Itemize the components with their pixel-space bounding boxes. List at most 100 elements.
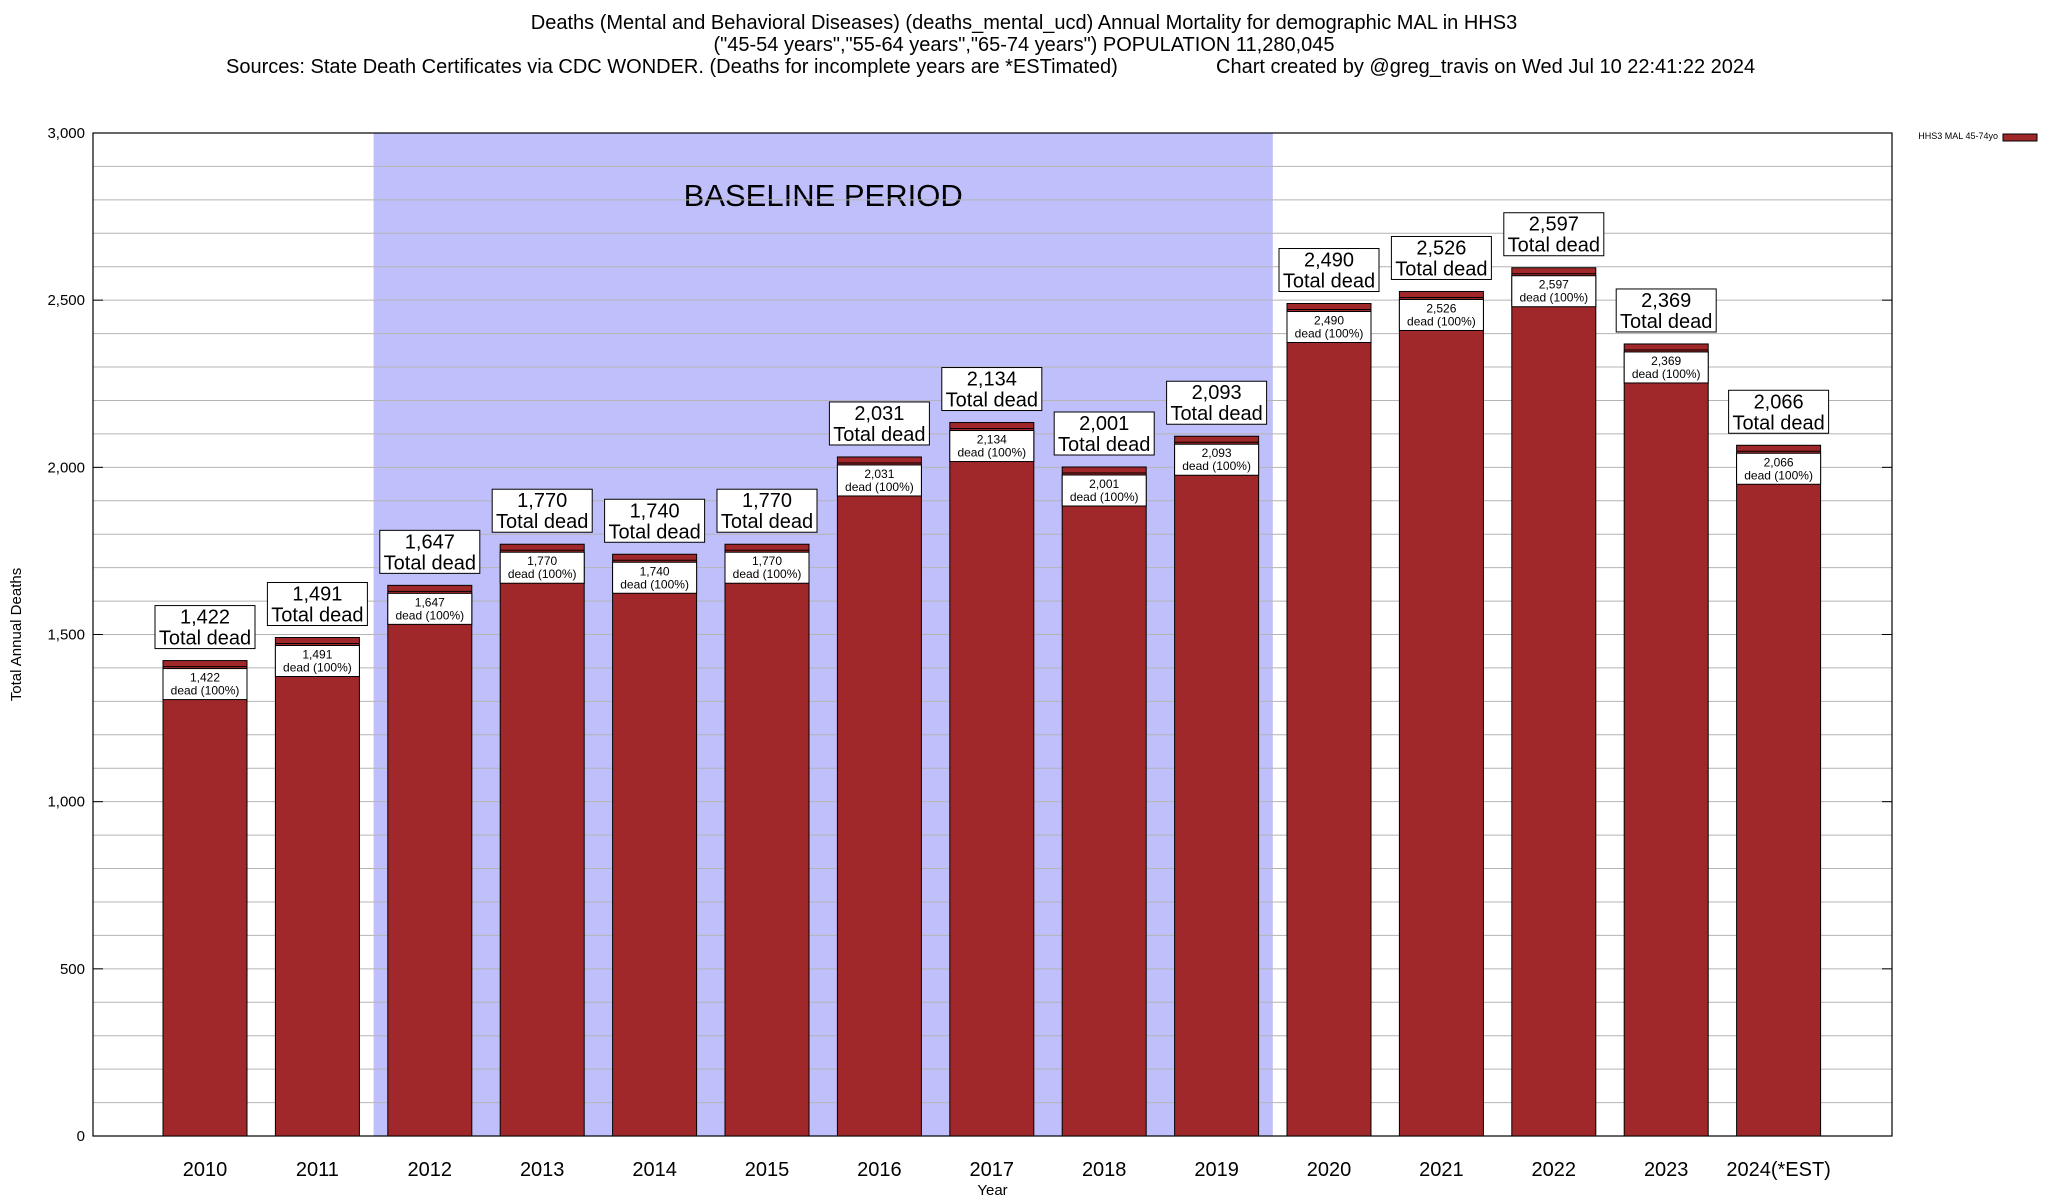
bar-total-caption-label: Total dead — [1058, 434, 1150, 456]
bar-inner-value-label: 1,422 — [190, 671, 220, 685]
bar-inner-percent-label: dead (100%) — [508, 567, 577, 581]
bar-total-label-box — [1053, 411, 1155, 456]
bar-inner-value-label: 1,740 — [640, 564, 670, 578]
bar — [499, 543, 585, 1137]
bar-inner-value-label: 2,526 — [1426, 301, 1456, 315]
bar — [162, 660, 248, 1137]
bar-inner-label-box — [387, 592, 473, 625]
bar-total-label-box — [1615, 288, 1717, 333]
bar-total-label-box — [828, 401, 930, 446]
bar-total-value-label: 1,422 — [180, 607, 230, 629]
bar-total-value-label: 2,134 — [967, 369, 1017, 391]
bar — [1174, 435, 1260, 1137]
bar-total-value-label: 2,490 — [1304, 250, 1354, 272]
bar-total-value-label: 1,491 — [292, 584, 342, 606]
y-tick-label: 1,000 — [47, 794, 85, 811]
legend-label: HHS3 MAL 45-74yo — [1918, 131, 1998, 141]
bar — [724, 543, 810, 1137]
bar — [387, 584, 473, 1137]
bar — [1511, 267, 1597, 1137]
bar-total-value-label: 2,526 — [1416, 237, 1466, 259]
bar-inner-label-box — [274, 645, 360, 678]
bar-inner-label-box — [949, 430, 1035, 463]
bar-total-caption-label: Total dead — [159, 628, 251, 650]
bar-inner-label-box — [1061, 474, 1147, 507]
bar-inner-percent-label: dead (100%) — [395, 608, 464, 622]
x-tick-label: 2019 — [1194, 1159, 1239, 1181]
bar-inner-label-box — [612, 561, 698, 594]
bar-total-value-label: 2,093 — [1192, 382, 1242, 404]
x-axis-ticks: 2010 2011 2012 2013 2014 2015 2016 2017 2018 2019… — [183, 1159, 1831, 1181]
x-tick-label: 2016 — [857, 1159, 902, 1181]
bar-total-caption-label: Total dead — [1620, 311, 1712, 333]
bar-total-label-box — [379, 529, 481, 574]
bar-inner-label-box — [1736, 452, 1822, 485]
bar-total-caption-label: Total dead — [1395, 258, 1487, 280]
bar-total-label-box — [1390, 235, 1492, 280]
bar-inner-value-label: 1,647 — [415, 595, 445, 609]
bar-inner-label-box — [499, 551, 585, 584]
x-tick-label: 2024(*EST) — [1726, 1159, 1831, 1181]
bar-inner-percent-label: dead (100%) — [957, 446, 1026, 460]
x-tick-label: 2023 — [1644, 1159, 1689, 1181]
bars-layer — [162, 267, 1822, 1137]
bar-inner-percent-label: dead (100%) — [845, 480, 914, 494]
x-tick-label: 2014 — [632, 1159, 677, 1181]
bar-total-caption-label: Total dead — [721, 511, 813, 533]
bar-total-label-box — [154, 605, 256, 650]
bar-total-caption-label: Total dead — [1283, 271, 1375, 293]
chart-title: Deaths (Mental and Behavioral Diseases) … — [530, 12, 1518, 34]
bar — [949, 422, 1035, 1137]
bar — [1398, 290, 1484, 1137]
bar-inner-value-label: 2,031 — [864, 467, 894, 481]
bar-total-caption-label: Total dead — [1170, 403, 1262, 425]
bar-inner-label-box — [1623, 351, 1709, 384]
x-tick-label: 2022 — [1532, 1159, 1577, 1181]
x-axis-label: Year — [977, 1182, 1007, 1199]
bar-inner-label-box — [724, 551, 810, 584]
bar-total-value-label: 2,001 — [1079, 413, 1129, 435]
y-tick-label: 2,500 — [47, 292, 85, 309]
x-tick-label: 2010 — [183, 1159, 228, 1181]
bar — [1286, 303, 1372, 1137]
bar-total-value-label: 2,369 — [1641, 290, 1691, 312]
bar-total-label-box — [941, 367, 1043, 412]
bar-inner-label-box — [836, 464, 922, 497]
bar-inner-percent-label: dead (100%) — [1295, 327, 1364, 341]
bar-total-label-box — [1278, 248, 1380, 293]
bar-inner-value-label: 1,770 — [752, 554, 782, 568]
bar-inner-value-label: 2,490 — [1314, 314, 1344, 328]
bar-inner-percent-label: dead (100%) — [1744, 468, 1813, 482]
bar — [612, 553, 698, 1137]
x-tick-label: 2011 — [296, 1159, 339, 1181]
bar-inner-label-box — [1286, 311, 1372, 344]
y-tick-label: 0 — [77, 1128, 85, 1145]
bar-inner-value-label: 1,770 — [527, 554, 557, 568]
bar-inner-value-label: 2,369 — [1651, 354, 1681, 368]
bar-total-caption-label: Total dead — [1508, 235, 1600, 257]
y-tick-label: 2,000 — [47, 459, 85, 476]
bar-total-value-label: 1,740 — [630, 500, 680, 522]
bar-total-label-box — [1503, 212, 1605, 257]
bar-total-caption-label: Total dead — [833, 424, 925, 446]
chart-credit: Chart created by @greg_travis on Wed Jul… — [1216, 56, 1756, 78]
bar-inner-percent-label: dead (100%) — [1070, 490, 1139, 504]
chart-sources: Sources: State Death Certificates via CD… — [226, 56, 1118, 78]
y-axis-label: Total Annual Deaths — [8, 568, 25, 701]
y-tick-label: 3,000 — [47, 125, 85, 142]
legend: HHS3 MAL 45-74yo — [1918, 131, 2038, 142]
bar-inner-value-label: 2,134 — [977, 433, 1007, 447]
bar-inner-value-label: 2,093 — [1202, 446, 1232, 460]
bar-inner-percent-label: dead (100%) — [1182, 459, 1251, 473]
bar-inner-percent-label: dead (100%) — [283, 661, 352, 675]
x-tick-label: 2012 — [408, 1159, 453, 1181]
bar-total-caption-label: Total dead — [1732, 412, 1824, 434]
y-tick-label: 500 — [60, 961, 85, 978]
bar-total-caption-label: Total dead — [271, 605, 363, 627]
bar-inner-percent-label: dead (100%) — [1632, 367, 1701, 381]
x-tick-label: 2013 — [520, 1159, 565, 1181]
bar-total-value-label: 1,770 — [742, 490, 792, 512]
bar-total-caption-label: Total dead — [384, 552, 476, 574]
